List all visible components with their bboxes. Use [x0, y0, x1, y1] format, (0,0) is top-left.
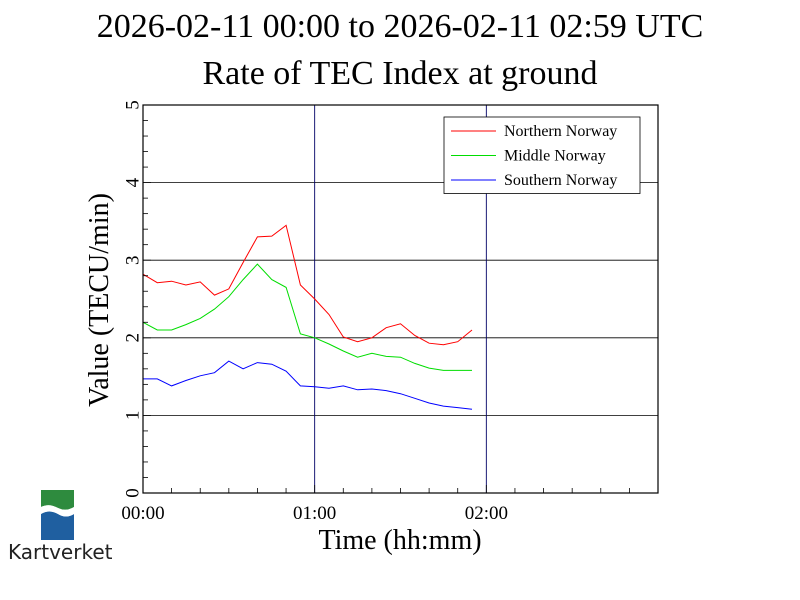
x-tick-label: 02:00	[465, 503, 508, 524]
chart-title-line2: Rate of TEC Index at ground	[202, 55, 598, 92]
x-axis-label: Time (hh:mm)	[318, 525, 481, 556]
y-tick-label: 3	[123, 255, 144, 265]
axis-ticks: 0 1 2 3 4 5 00:00 01:00 02:00	[121, 100, 659, 524]
legend-entry: Southern Norway	[504, 172, 617, 189]
series-lines	[142, 224, 473, 410]
kartverket-logo-text: Kartverket	[8, 540, 113, 564]
chart-title-line1: 2026-02-11 00:00 to 2026-02-11 02:59 UTC	[96, 8, 704, 45]
y-tick-label: 5	[123, 100, 144, 110]
x-tick-label: 00:00	[121, 503, 164, 524]
series-line-southern-norway	[143, 360, 473, 410]
legend: Northern Norway Middle Norway Southern Nor…	[443, 116, 641, 194]
legend-entry: Northern Norway	[504, 123, 617, 140]
y-tick-label: 2	[123, 333, 144, 343]
y-tick-label: 4	[123, 177, 144, 187]
x-tick-label: 01:00	[293, 503, 336, 524]
legend-entry: Middle Norway	[504, 148, 606, 165]
y-tick-label: 0	[123, 488, 144, 498]
kartverket-logo-icon	[41, 490, 74, 540]
series-line-middle-norway	[142, 263, 472, 371]
series-line-northern-norway	[142, 224, 473, 346]
y-tick-label: 1	[123, 411, 144, 421]
y-axis-label: Value (TECU/min)	[84, 193, 115, 407]
